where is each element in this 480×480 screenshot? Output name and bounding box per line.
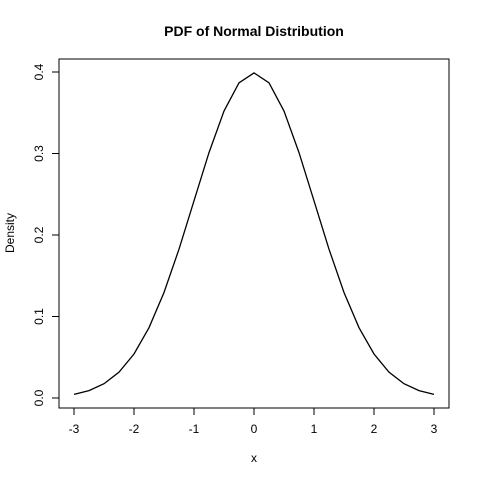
- y-axis: 0.0 0.1 0.2 0.3 0.4: [32, 63, 60, 406]
- chart-title: PDF of Normal Distribution: [164, 23, 344, 39]
- y-axis-label: Density: [3, 213, 17, 253]
- x-tick-label: 3: [431, 422, 438, 436]
- y-tick-label: 0.2: [32, 226, 46, 243]
- x-tick-label: 1: [311, 422, 318, 436]
- y-tick-label: 0.4: [32, 63, 46, 80]
- y-tick-label: 0.0: [32, 389, 46, 406]
- x-tick-label: 0: [251, 422, 258, 436]
- x-tick-label: -1: [189, 422, 200, 436]
- x-tick-label: -3: [69, 422, 80, 436]
- x-axis: -3 -2 -1 0 1 2 3: [69, 407, 438, 436]
- x-axis-label: x: [251, 451, 257, 465]
- y-tick-label: 0.3: [32, 145, 46, 162]
- x-tick-label: -2: [129, 422, 140, 436]
- y-tick-label: 0.1: [32, 308, 46, 325]
- x-tick-label: 2: [371, 422, 378, 436]
- density-curve-line: [73, 72, 435, 396]
